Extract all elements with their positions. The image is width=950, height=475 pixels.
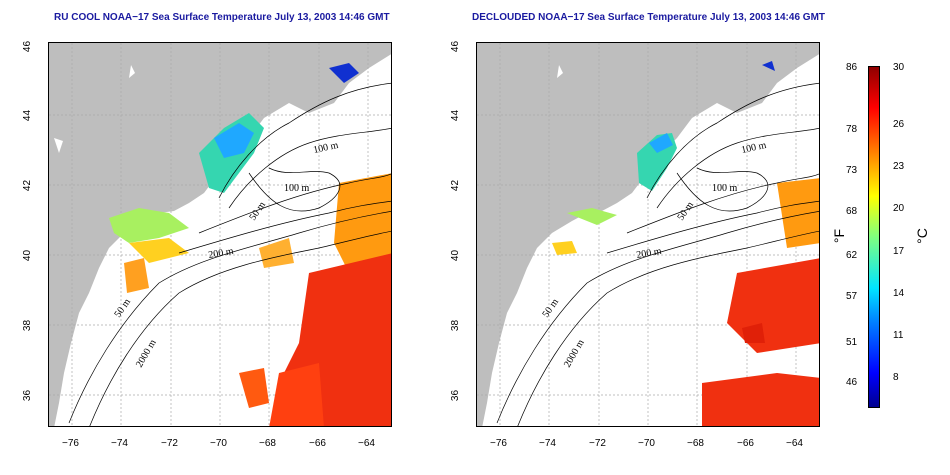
right-map-title: DECLOUDED NOAA−17 Sea Surface Temperatur… — [472, 12, 826, 23]
left-map-canvas: 100 m 100 m 50 m 200 m 50 m 2000 m — [49, 43, 391, 426]
lon-tick: −76 — [490, 438, 507, 449]
lon-tick: −76 — [62, 438, 79, 449]
fahrenheit-tick: 68 — [846, 206, 858, 217]
fahrenheit-tick: 78 — [846, 124, 858, 135]
celsius-tick: 14 — [893, 288, 905, 299]
contour-label: 50 m — [112, 297, 133, 320]
sst-overlay — [109, 63, 391, 426]
contour-label: 100 m — [712, 183, 738, 194]
fahrenheit-tick: 57 — [846, 291, 858, 302]
contour-label: 50 m — [675, 200, 696, 223]
lat-tick: 38 — [22, 319, 34, 332]
lon-tick: −70 — [638, 438, 655, 449]
lat-tick: 46 — [450, 40, 462, 53]
lon-tick: −74 — [111, 438, 128, 449]
lat-tick: 44 — [450, 109, 462, 122]
lat-tick: 38 — [450, 319, 462, 332]
left-sst-map: 100 m 100 m 50 m 200 m 50 m 2000 m — [48, 42, 392, 427]
right-map-canvas: 100 m 100 m 50 m 200 m 50 m 2000 m — [477, 43, 819, 426]
lat-tick: 42 — [22, 179, 34, 192]
celsius-tick: 8 — [893, 372, 899, 383]
bathymetry-contours — [496, 82, 819, 426]
contour-label: 100 m — [284, 183, 310, 194]
celsius-unit-label: °C — [913, 228, 930, 244]
lon-tick: −66 — [737, 438, 754, 449]
fahrenheit-tick: 46 — [846, 377, 858, 388]
lon-tick: −72 — [161, 438, 178, 449]
lon-tick: −66 — [309, 438, 326, 449]
lat-tick: 42 — [450, 179, 462, 192]
fahrenheit-unit-label: °F — [831, 228, 848, 244]
temperature-colorbar — [868, 66, 880, 408]
lon-tick: −70 — [210, 438, 227, 449]
right-sst-map: 100 m 100 m 50 m 200 m 50 m 2000 m — [476, 42, 820, 427]
lon-tick: −74 — [539, 438, 556, 449]
contour-label: 100 m — [312, 140, 339, 156]
contour-label: 50 m — [540, 297, 561, 320]
left-map-title: RU COOL NOAA−17 Sea Surface Temperature … — [54, 12, 390, 23]
fahrenheit-tick: 62 — [846, 250, 858, 261]
celsius-tick: 11 — [893, 330, 904, 341]
lat-tick: 40 — [22, 249, 34, 262]
celsius-tick: 17 — [893, 246, 905, 257]
lon-tick: −68 — [259, 438, 276, 449]
celsius-tick: 23 — [893, 161, 905, 172]
fahrenheit-tick: 51 — [846, 337, 858, 348]
lon-tick: −64 — [786, 438, 803, 449]
celsius-tick: 30 — [893, 62, 905, 73]
contour-label: 100 m — [740, 140, 767, 156]
bathymetry-contours — [68, 82, 391, 426]
lon-tick: −68 — [687, 438, 704, 449]
lat-tick: 36 — [22, 389, 34, 402]
lon-tick: −64 — [358, 438, 375, 449]
land-mass — [477, 43, 819, 426]
fahrenheit-tick: 73 — [846, 165, 858, 176]
contour-label: 50 m — [247, 200, 268, 223]
lat-tick: 44 — [22, 109, 34, 122]
lat-tick: 46 — [22, 40, 34, 53]
lat-tick: 40 — [450, 249, 462, 262]
contour-label: 2000 m — [562, 338, 587, 370]
celsius-tick: 26 — [893, 119, 905, 130]
sst-overlay — [552, 61, 819, 426]
contour-label: 2000 m — [134, 338, 159, 370]
contour-label: 200 m — [636, 246, 663, 261]
celsius-tick: 20 — [893, 203, 905, 214]
land-mass — [49, 43, 391, 426]
fahrenheit-tick: 86 — [846, 62, 858, 73]
lon-tick: −72 — [589, 438, 606, 449]
lat-tick: 36 — [450, 389, 462, 402]
contour-label: 200 m — [208, 246, 235, 261]
